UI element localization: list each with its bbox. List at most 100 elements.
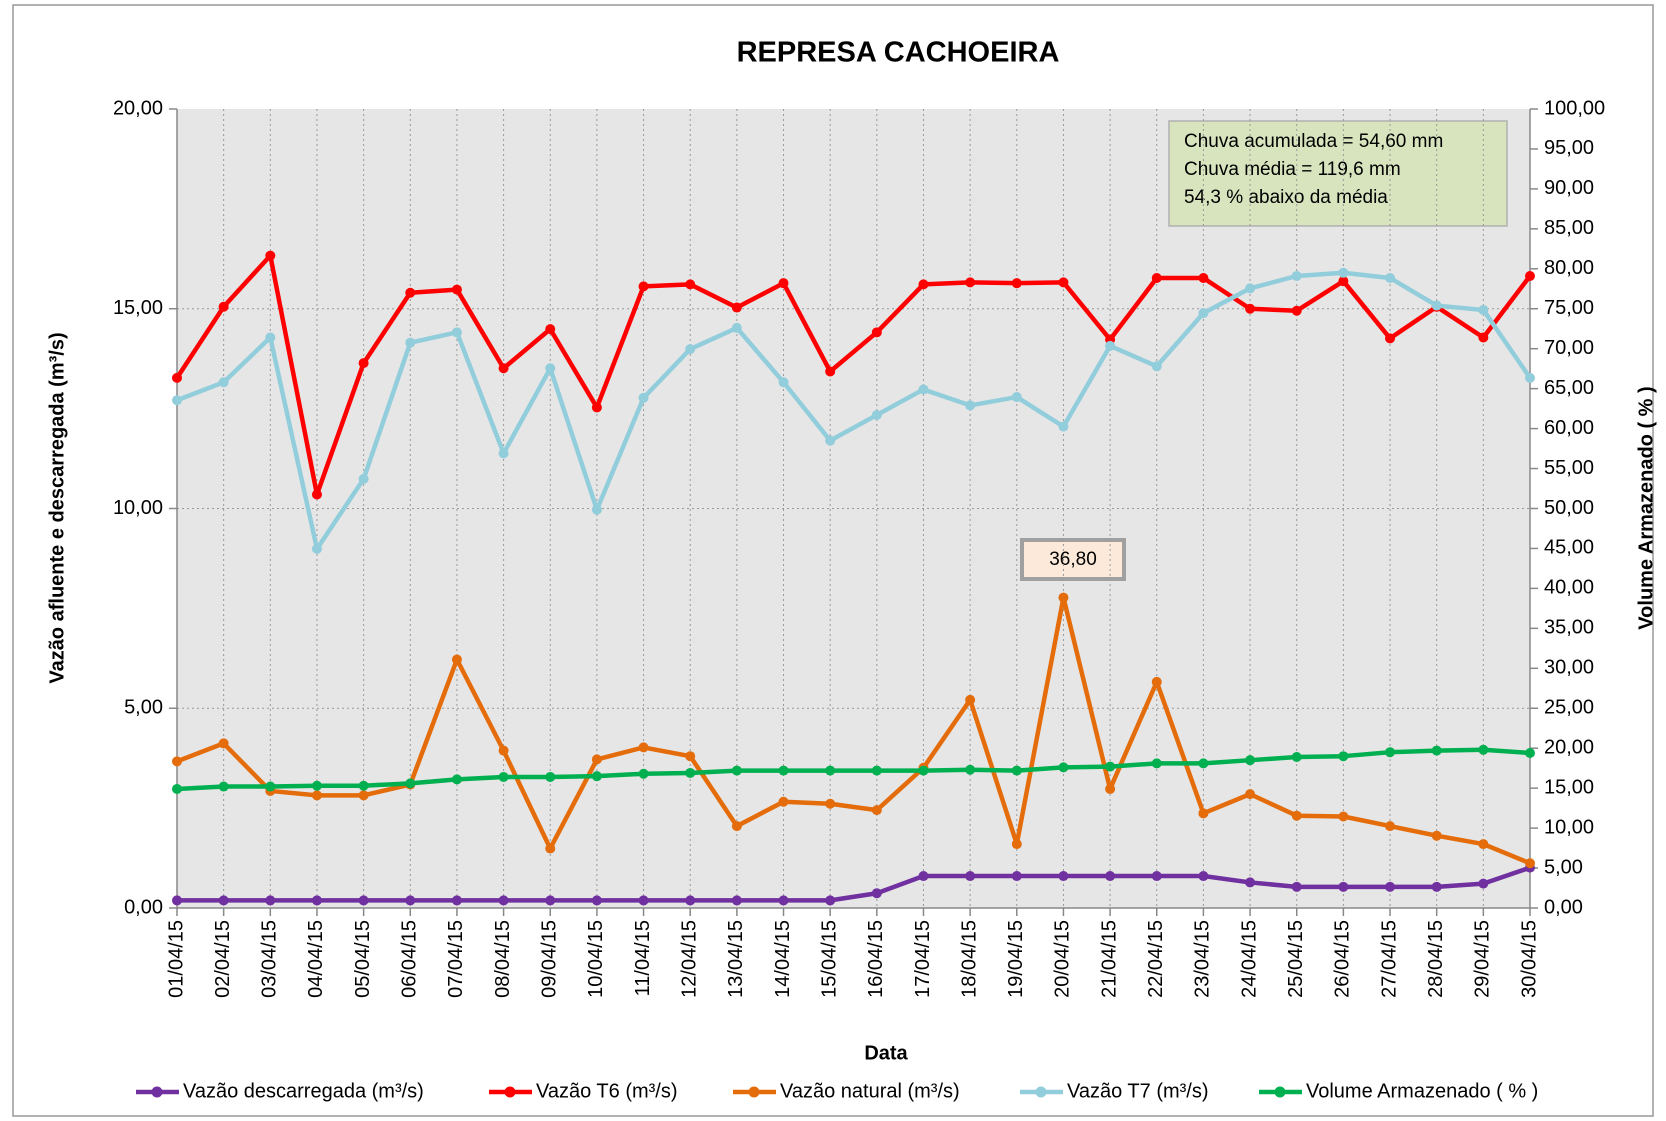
y2-tick-label: 75,00	[1544, 297, 1594, 319]
data-point	[545, 363, 556, 374]
chart-title: REPRESA CACHOEIRA	[737, 37, 1060, 69]
data-point	[311, 780, 322, 791]
data-point	[638, 281, 649, 292]
data-point	[1291, 810, 1302, 821]
data-point	[591, 895, 602, 906]
data-point	[498, 745, 509, 756]
data-point	[1011, 278, 1022, 289]
data-point	[1245, 303, 1256, 314]
data-point	[1198, 871, 1209, 882]
data-point	[1105, 871, 1116, 882]
data-point	[731, 322, 742, 333]
data-point	[498, 448, 509, 459]
data-point	[1478, 839, 1489, 850]
note-line: Chuva média = 119,6 mm	[1184, 159, 1401, 180]
note-line: Chuva acumulada = 54,60 mm	[1184, 131, 1443, 152]
data-point	[825, 435, 836, 446]
y2-tick-label: 5,00	[1544, 856, 1583, 878]
data-point	[918, 871, 929, 882]
data-point	[358, 790, 369, 801]
data-point	[965, 764, 976, 775]
data-point	[965, 694, 976, 705]
data-point	[1525, 372, 1535, 383]
data-point	[1245, 755, 1256, 766]
data-point	[172, 372, 182, 383]
data-point	[685, 279, 696, 290]
data-point	[1011, 392, 1022, 403]
data-point	[1385, 821, 1396, 832]
data-point	[405, 287, 416, 298]
data-point	[172, 783, 182, 794]
x-tick-label: 21/04/15	[1098, 920, 1120, 998]
data-point	[965, 871, 976, 882]
data-point	[685, 895, 696, 906]
data-point	[172, 395, 182, 406]
y-tick-label: 15,00	[113, 297, 163, 319]
x-tick-label: 17/04/15	[912, 920, 934, 998]
data-point	[1105, 783, 1116, 794]
data-point	[498, 771, 509, 782]
x-tick-label: 06/04/15	[399, 920, 421, 998]
data-point	[731, 895, 742, 906]
data-point	[685, 751, 696, 762]
note-box	[1168, 120, 1508, 227]
data-point	[218, 301, 229, 312]
x-tick-label: 30/04/15	[1518, 920, 1540, 998]
data-point	[1198, 808, 1209, 819]
data-point	[405, 778, 416, 789]
legend-label: Vazão descarregada (m³/s)	[183, 1080, 424, 1102]
y2-tick-label: 15,00	[1544, 776, 1594, 798]
data-point	[1291, 881, 1302, 892]
data-point	[1151, 676, 1162, 687]
data-point	[1011, 839, 1022, 850]
data-point	[1151, 361, 1162, 372]
y2-tick-label: 25,00	[1544, 697, 1594, 719]
data-point	[1105, 340, 1116, 351]
x-tick-label: 15/04/15	[818, 920, 840, 998]
data-point	[218, 781, 229, 792]
data-point	[358, 895, 369, 906]
data-point	[1385, 333, 1396, 344]
data-point	[451, 774, 462, 785]
data-point	[218, 895, 229, 906]
x-tick-label: 26/04/15	[1332, 920, 1354, 998]
y-axis-label: Vazão afluente e descarregada (m³/s)	[46, 332, 68, 683]
annotation-box	[1020, 538, 1126, 581]
x-tick-label: 23/04/15	[1192, 920, 1214, 998]
data-point	[871, 327, 882, 338]
y2-tick-label: 65,00	[1544, 377, 1594, 399]
data-point	[778, 278, 789, 289]
x-tick-label: 22/04/15	[1145, 920, 1167, 998]
data-point	[172, 895, 182, 906]
legend-label: Vazão T7 (m³/s)	[1067, 1080, 1209, 1102]
data-point	[1245, 283, 1256, 294]
data-point	[778, 796, 789, 807]
data-point	[451, 327, 462, 338]
data-point	[638, 768, 649, 779]
data-point	[825, 895, 836, 906]
data-point	[1245, 789, 1256, 800]
data-point	[172, 756, 182, 767]
data-point	[918, 765, 929, 776]
data-point	[265, 250, 276, 261]
data-point	[1151, 871, 1162, 882]
x-tick-label: 16/04/15	[865, 920, 887, 998]
data-point	[545, 843, 556, 854]
data-point	[1058, 762, 1069, 773]
note-line: 54,3 % abaixo da média	[1184, 187, 1388, 208]
data-point	[1525, 270, 1535, 281]
x-tick-label: 02/04/15	[212, 920, 234, 998]
data-point	[591, 402, 602, 413]
data-point	[871, 888, 882, 899]
x-tick-label: 13/04/15	[725, 920, 747, 998]
data-point	[498, 895, 509, 906]
x-tick-label: 14/04/15	[772, 920, 794, 998]
data-point	[1291, 305, 1302, 316]
data-point	[1151, 758, 1162, 769]
data-point	[871, 805, 882, 816]
data-point	[825, 798, 836, 809]
data-point	[1338, 881, 1349, 892]
data-point	[1105, 761, 1116, 772]
x-tick-label: 03/04/15	[259, 920, 281, 998]
